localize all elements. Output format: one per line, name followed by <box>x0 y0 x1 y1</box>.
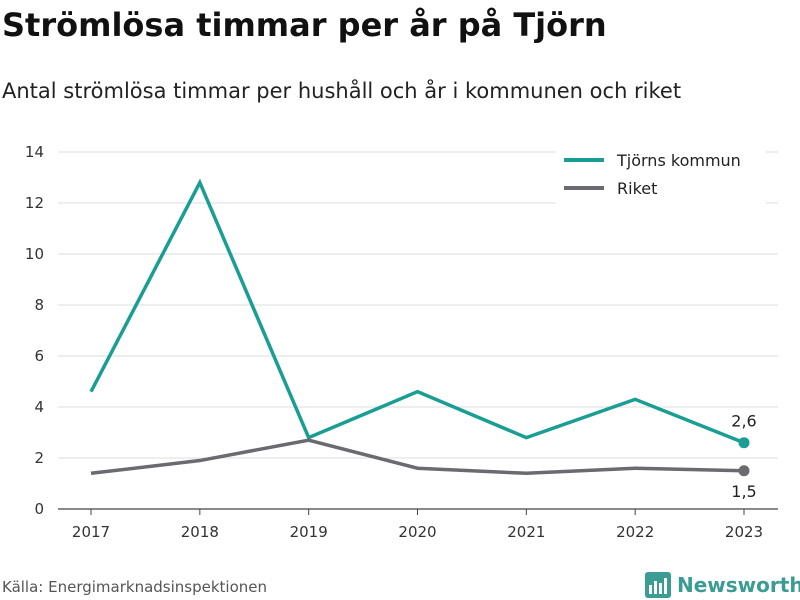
x-tick-label: 2017 <box>72 523 110 541</box>
data-label: 2,6 <box>731 412 756 431</box>
chart-subtitle: Antal strömlösa timmar per hushåll och å… <box>2 79 682 103</box>
y-tick-label: 12 <box>25 194 44 212</box>
y-tick-label: 8 <box>34 296 44 314</box>
x-tick-label: 2018 <box>181 523 219 541</box>
y-tick-label: 10 <box>25 245 44 263</box>
series-line <box>90 438 745 476</box>
series-line <box>89 178 745 445</box>
y-tick-label: 2 <box>34 449 44 467</box>
x-tick-label: 2020 <box>398 523 436 541</box>
legend-label: Tjörns kommun <box>616 151 741 170</box>
line-chart: 0 2 4 6 8 10 12 14 2017 2018 2019 2020 2021 2022 2023 2… <box>25 143 778 541</box>
newsworthy-logo-icon <box>645 572 671 598</box>
x-tick-label: 2019 <box>290 523 328 541</box>
source-note: Källa: Energimarknadsinspektionen <box>2 578 268 596</box>
legend-label: Riket <box>617 179 657 198</box>
x-tick-label: 2021 <box>507 523 545 541</box>
x-tick-label: 2023 <box>725 523 763 541</box>
legend-box <box>556 144 766 206</box>
y-tick-label: 6 <box>34 347 44 365</box>
brand-logo[interactable]: Newsworthy <box>645 570 800 600</box>
brand-name: Newsworthy <box>677 573 800 597</box>
y-tick-label: 4 <box>34 398 44 416</box>
y-tick-label: 14 <box>25 143 44 161</box>
series-end-point <box>738 465 750 477</box>
data-label: 1,5 <box>731 482 756 501</box>
y-tick-label: 0 <box>34 500 44 518</box>
x-tick-label: 2022 <box>616 523 654 541</box>
chart-title: Strömlösa timmar per år på Tjörn <box>2 6 607 44</box>
series-end-point <box>738 437 750 449</box>
